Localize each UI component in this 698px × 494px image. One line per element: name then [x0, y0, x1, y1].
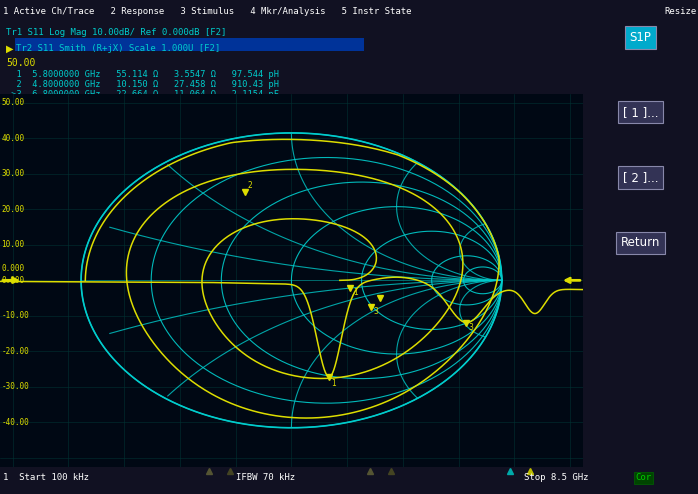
Text: 50.00: 50.00 [1, 98, 24, 107]
Text: Tr2 S11 Smith (R+jX) Scale 1.000U [F2]: Tr2 S11 Smith (R+jX) Scale 1.000U [F2] [16, 44, 220, 53]
Text: Return: Return [621, 236, 660, 249]
Text: 0.000: 0.000 [1, 264, 24, 273]
Text: -10.00: -10.00 [1, 311, 29, 321]
Text: 10.00: 10.00 [1, 240, 24, 249]
Text: 50.00: 50.00 [6, 58, 35, 68]
Text: Tr1 S11 Log Mag 10.00dB/ Ref 0.000dB [F2]: Tr1 S11 Log Mag 10.00dB/ Ref 0.000dB [F2… [6, 28, 226, 37]
Text: Resize: Resize [664, 6, 697, 16]
Text: -20.00: -20.00 [1, 347, 29, 356]
Text: 30.00: 30.00 [1, 169, 24, 178]
Text: 3: 3 [469, 323, 474, 331]
Text: 0.000: 0.000 [1, 276, 24, 285]
Text: Stop 8.5 GHz: Stop 8.5 GHz [524, 473, 588, 482]
Text: [ 2 ]...: [ 2 ]... [623, 171, 658, 184]
Text: >3  6.8000000 GHz   22.664 Ω  -11.064 Ω   2.1154 pF: >3 6.8000000 GHz 22.664 Ω -11.064 Ω 2.11… [6, 89, 279, 99]
Text: 1: 1 [332, 379, 336, 388]
Text: [ 1 ]...: [ 1 ]... [623, 106, 658, 119]
Text: -30.00: -30.00 [1, 382, 29, 391]
Text: 1  5.8000000 GHz   55.114 Ω   3.5547 Ω   97.544 pH: 1 5.8000000 GHz 55.114 Ω 3.5547 Ω 97.544… [6, 70, 279, 79]
FancyBboxPatch shape [15, 38, 364, 51]
Text: ▶: ▶ [6, 44, 13, 54]
Text: -40.00: -40.00 [1, 418, 29, 427]
Text: 3: 3 [374, 307, 379, 316]
Text: 2: 2 [248, 181, 253, 190]
Text: 20.00: 20.00 [1, 205, 24, 214]
Text: 40.00: 40.00 [1, 134, 24, 143]
Text: IFBW 70 kHz: IFBW 70 kHz [236, 473, 295, 482]
Text: Cor: Cor [635, 473, 651, 482]
Text: S1P: S1P [630, 31, 651, 44]
Text: 1 Active Ch/Trace   2 Response   3 Stimulus   4 Mkr/Analysis   5 Instr State: 1 Active Ch/Trace 2 Response 3 Stimulus … [3, 6, 412, 16]
Text: 1  Start 100 kHz: 1 Start 100 kHz [3, 473, 89, 482]
Text: 1: 1 [353, 288, 357, 297]
Text: 2  4.8000000 GHz   10.150 Ω   27.458 Ω   910.43 pH: 2 4.8000000 GHz 10.150 Ω 27.458 Ω 910.43… [6, 80, 279, 88]
